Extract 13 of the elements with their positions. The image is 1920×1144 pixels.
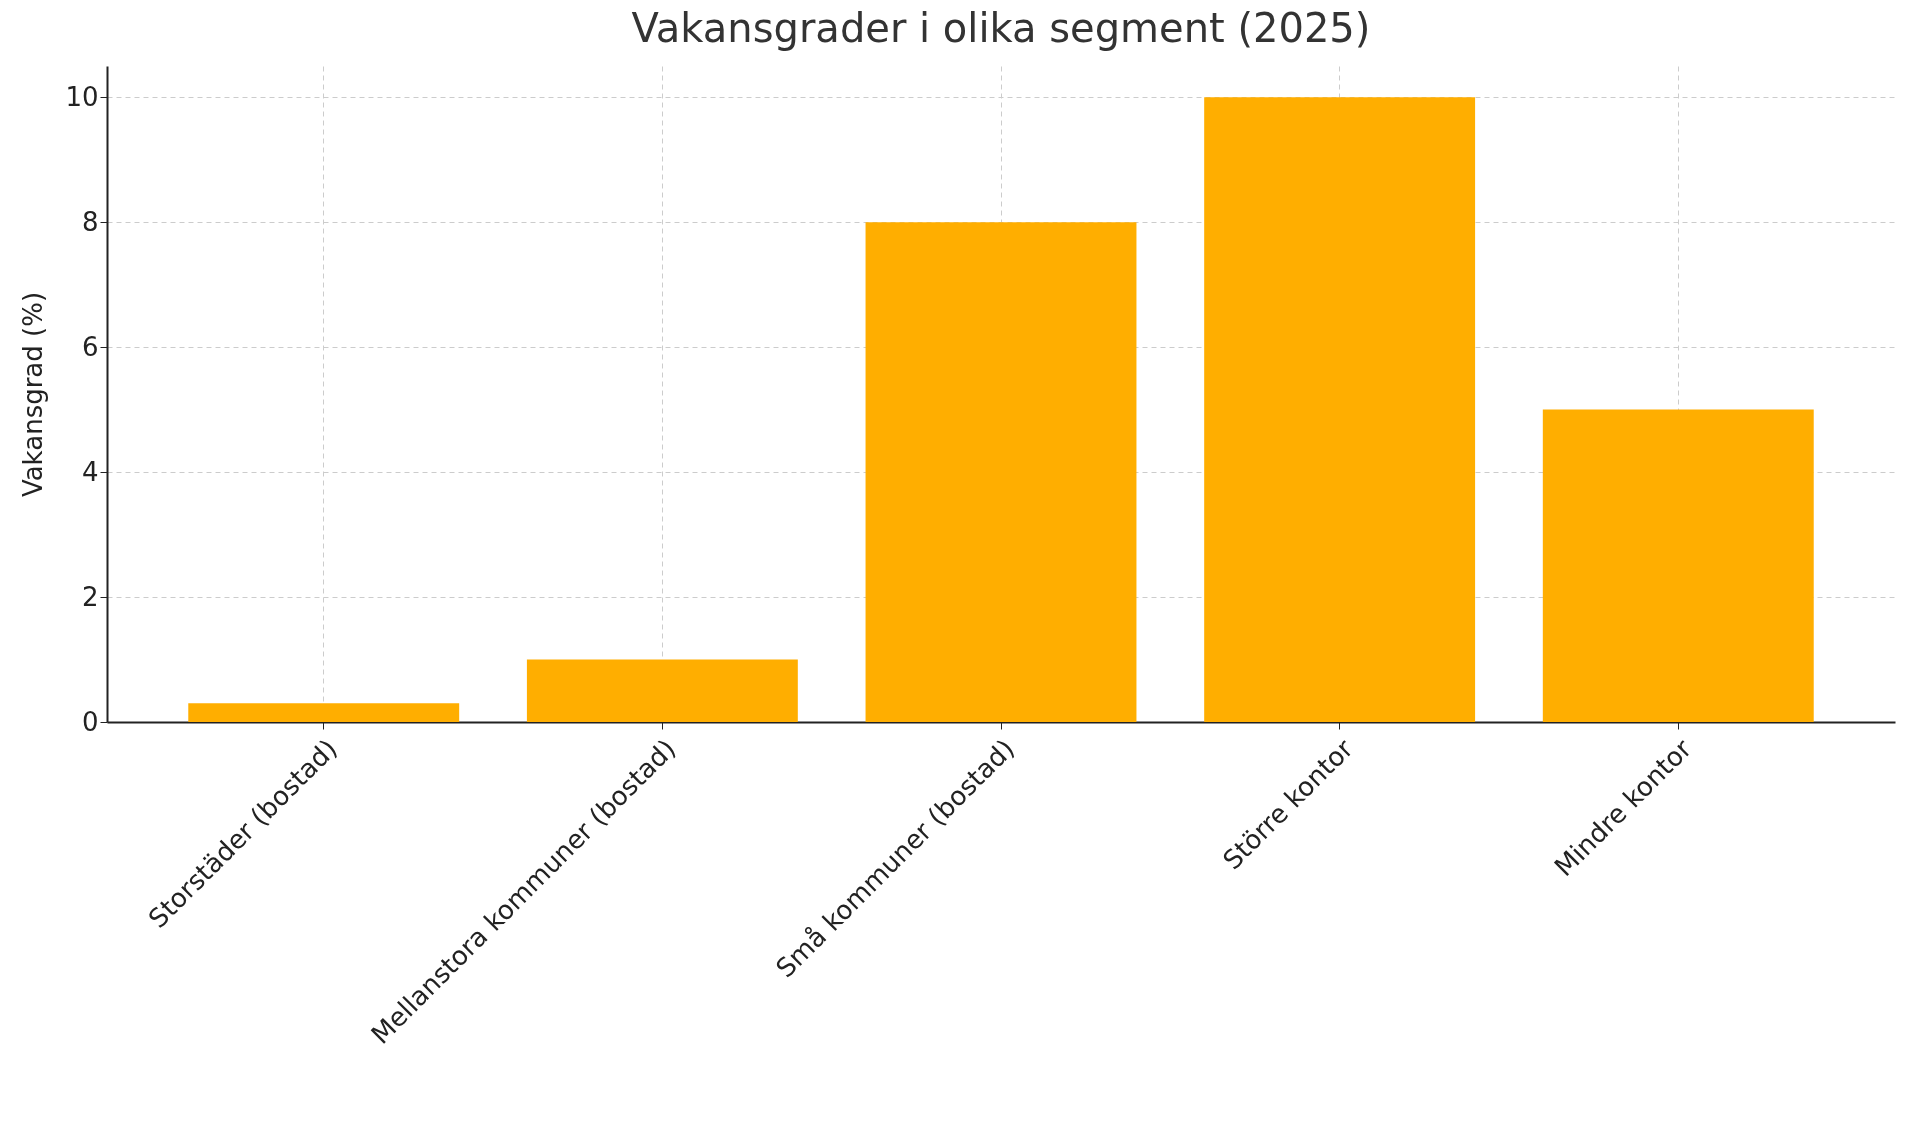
y-tick-label: 10 [65,81,99,112]
y-axis-title: Vakansgrad (%) [18,291,49,498]
y-tick-label: 6 [81,331,99,362]
chart-title: Vakansgrader i olika segment (2025) [631,5,1371,51]
bar [865,222,1137,722]
bar [1542,409,1814,722]
y-tick-label: 2 [81,581,99,612]
bar [188,703,460,722]
bar [1204,97,1476,722]
y-tick-label: 8 [81,206,99,237]
bar [526,659,798,722]
y-tick-label: 4 [81,456,99,487]
y-tick-label: 0 [81,706,99,737]
